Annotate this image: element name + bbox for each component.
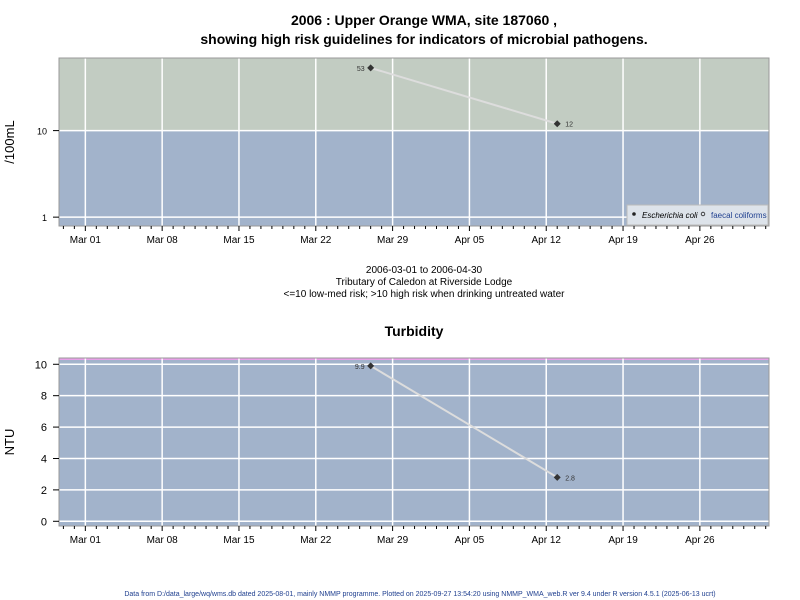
risk-band-high-risk [59, 58, 769, 131]
x-tick-label: Mar 15 [223, 535, 255, 546]
risk-label: <=10 low-med risk; >10 high risk when dr… [284, 289, 566, 300]
data-label: 9.9 [355, 364, 365, 371]
data-point [367, 64, 375, 72]
legend-marker-filled [632, 212, 636, 216]
x-tick-label: Apr 05 [455, 535, 485, 546]
x-tick-label: Apr 19 [608, 235, 638, 246]
site-label: Tributary of Caledon at Riverside Lodge [336, 277, 513, 288]
y-tick-label: 0 [41, 516, 47, 528]
y-tick-label: 6 [41, 422, 47, 434]
data-point [367, 362, 375, 370]
x-tick-label: Mar 01 [70, 235, 102, 246]
x-tick-label: Mar 29 [377, 535, 409, 546]
plot-border [58, 357, 770, 527]
y-tick-label: 4 [41, 453, 47, 465]
x-tick-label: Apr 26 [685, 235, 715, 246]
legend: Escherichia coli faecal coliforms [626, 204, 769, 226]
x-tick-label: Mar 15 [223, 235, 255, 246]
data-label: 53 [357, 66, 365, 73]
y-tick-label: 10 [35, 359, 47, 371]
x-tick-label: Mar 29 [377, 235, 409, 246]
y-axis-label-ntu: NTU [2, 429, 17, 456]
series-line [370, 66, 558, 125]
x-tick-label: Mar 08 [147, 535, 179, 546]
legend-marker-open [700, 211, 706, 217]
data-point [553, 473, 561, 481]
legend-box [626, 204, 769, 226]
plot-background [59, 358, 769, 526]
x-tick-label: Apr 26 [685, 535, 715, 546]
y-tick-label: 1 [42, 213, 47, 223]
footer-note: Data from D:/data_large/wq/wms.db dated … [124, 591, 715, 598]
data-label: 12 [565, 122, 573, 129]
x-tick-label: Mar 22 [300, 235, 332, 246]
chart-title: 2006 : Upper Orange WMA, site 187060 , [291, 12, 557, 28]
plot-border [58, 57, 770, 227]
y-tick-label: 2 [41, 485, 47, 497]
guideline-band [59, 358, 769, 360]
data-point [553, 120, 561, 128]
data-label: 2.8 [565, 475, 575, 482]
x-tick-label: Apr 12 [531, 235, 561, 246]
chart-subtitle: showing high risk guidelines for indicat… [200, 31, 647, 47]
x-tick-label: Mar 01 [70, 535, 102, 546]
legend-label: faecal coliforms [711, 211, 767, 220]
y-axis-label-microbial: /100mL [2, 120, 17, 163]
y-tick-label: 10 [37, 127, 47, 137]
x-tick-label: Apr 12 [531, 535, 561, 546]
y-tick-label: 8 [41, 391, 47, 403]
x-tick-label: Apr 05 [455, 235, 485, 246]
series-line [370, 364, 558, 479]
turbidity-title: Turbidity [385, 323, 444, 339]
legend-label: Escherichia coli [642, 211, 698, 220]
x-tick-label: Mar 08 [147, 235, 179, 246]
x-tick-label: Mar 22 [300, 535, 332, 546]
x-tick-label: Apr 19 [608, 535, 638, 546]
date-range-label: 2006-03-01 to 2006-04-30 [366, 265, 483, 276]
